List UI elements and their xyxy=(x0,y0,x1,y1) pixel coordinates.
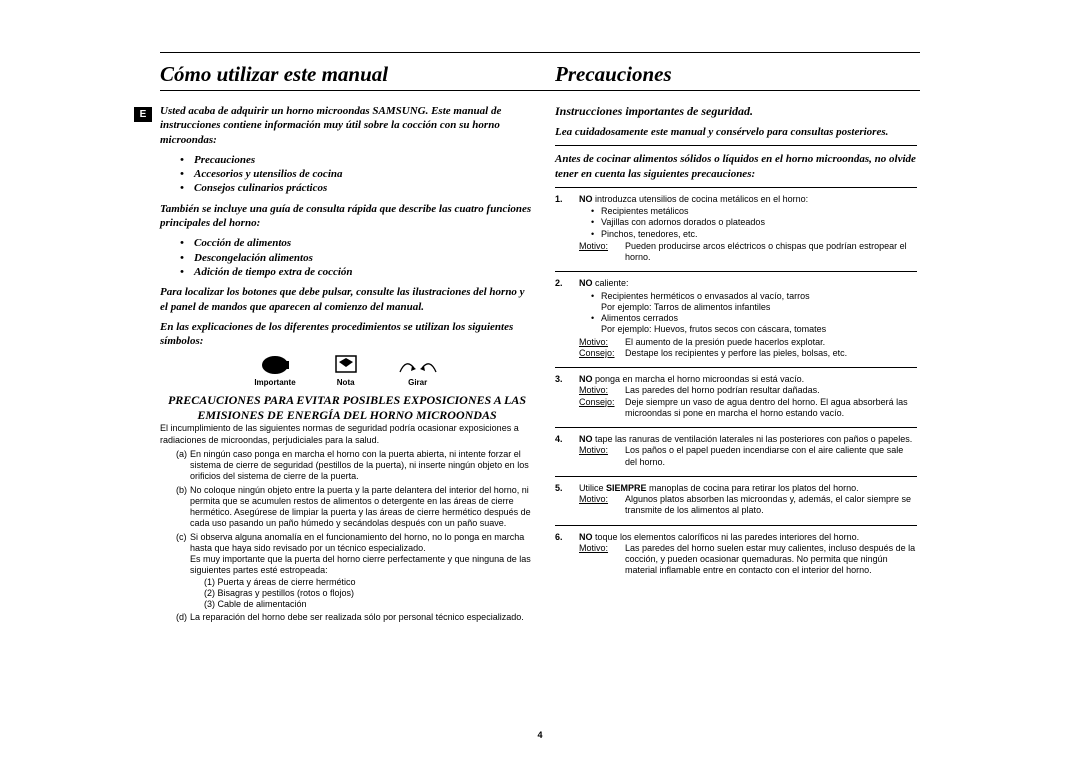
divider xyxy=(555,427,917,428)
divider xyxy=(555,271,917,272)
divider xyxy=(555,476,917,477)
letter-c-extra: Es muy importante que la puerta del horn… xyxy=(190,554,534,577)
divider xyxy=(555,525,917,526)
small-intro: El incumplimiento de las siguientes norm… xyxy=(160,423,534,446)
numbered-precautions: 1.NO introduzca utensilios de cocina met… xyxy=(555,194,917,577)
sub-item: Vajillas con adornos dorados o plateados xyxy=(591,217,917,228)
symbol-important: Importante xyxy=(254,354,295,387)
page-number: 4 xyxy=(0,730,1080,740)
bullet-item: Cocción de alimentos xyxy=(194,236,534,250)
rule-under-headings xyxy=(160,90,920,91)
rule-top xyxy=(160,52,920,53)
precaution-item: 5.Utilice SIEMPRE manoplas de cocina par… xyxy=(555,483,917,517)
caps-warning: PRECAUCIONES PARA EVITAR POSIBLES EXPOSI… xyxy=(160,393,534,423)
bullet-item: Consejos culinarios prácticos xyxy=(194,181,534,195)
symbol-label: Girar xyxy=(408,378,427,387)
precaution-item: 1.NO introduzca utensilios de cocina met… xyxy=(555,194,917,264)
sub-item: Recipientes herméticos o envasados al va… xyxy=(591,291,917,302)
precaution-item: 2.NO caliente:Recipientes herméticos o e… xyxy=(555,278,917,359)
sub-item: Por ejemplo: Huevos, frutos secos con cá… xyxy=(591,324,917,335)
safety-heading: Instrucciones importantes de seguridad. xyxy=(555,104,917,119)
keep-manual: Lea cuidadosamente este manual y consérv… xyxy=(555,125,917,139)
letter-item-a: (a)En ningún caso ponga en marcha el hor… xyxy=(176,449,534,483)
sub-item: Recipientes metálicos xyxy=(591,206,917,217)
right-column: Instrucciones importantes de seguridad. … xyxy=(555,104,917,723)
turn-icon xyxy=(396,354,440,376)
bullet-item: Precauciones xyxy=(194,153,534,167)
precaution-item: 6.NO toque los elementos caloríficos ni … xyxy=(555,532,917,577)
letter-c-sub1: (1) Puerta y áreas de cierre hermético xyxy=(190,577,534,588)
symbols-row: Importante Nota Girar xyxy=(160,354,534,387)
bullet-item: Accesorios y utensilios de cocina xyxy=(194,167,534,181)
manual-page: Cómo utilizar este manual Precauciones E… xyxy=(0,0,1080,763)
hand-icon xyxy=(260,354,290,376)
divider xyxy=(555,145,917,146)
precaution-item: 4.NO tape las ranuras de ventilación lat… xyxy=(555,434,917,468)
left-column: Usted acaba de adquirir un horno microon… xyxy=(160,104,534,723)
symbol-turn: Girar xyxy=(396,354,440,387)
sub-item: Alimentos cerrados xyxy=(591,313,917,324)
divider xyxy=(555,187,917,188)
symbol-label: Nota xyxy=(337,378,355,387)
quick-guide-paragraph: También se incluye una guía de consulta … xyxy=(160,202,534,231)
symbol-label: Importante xyxy=(254,378,295,387)
letter-item-c: (c)Si observa alguna anomalía en el func… xyxy=(176,532,534,611)
sub-item: Pinchos, tenedores, etc. xyxy=(591,229,917,240)
intro-paragraph: Usted acaba de adquirir un horno microon… xyxy=(160,104,534,147)
small-text-block: El incumplimiento de las siguientes norm… xyxy=(160,423,534,623)
bullet-item: Adición de tiempo extra de cocción xyxy=(194,265,534,279)
symbol-note: Nota xyxy=(334,354,358,387)
sub-item: Por ejemplo: Tarros de alimentos infanti… xyxy=(591,302,917,313)
bullet-item: Descongelación alimentos xyxy=(194,251,534,265)
heading-how-to-use: Cómo utilizar este manual xyxy=(160,62,388,87)
letter-item-d: (d)La reparación del horno debe ser real… xyxy=(176,612,534,623)
bullet-list-2: Cocción de alimentos Descongelación alim… xyxy=(160,236,534,279)
bullet-list-1: Precauciones Accesorios y utensilios de … xyxy=(160,153,534,196)
lettered-list: (a)En ningún caso ponga en marcha el hor… xyxy=(160,449,534,624)
symbols-intro: En las explicaciones de los diferentes p… xyxy=(160,320,534,349)
note-icon xyxy=(334,354,358,376)
heading-precautions: Precauciones xyxy=(555,62,672,87)
letter-c-sub3: (3) Cable de alimentación xyxy=(190,599,534,610)
language-badge: E xyxy=(134,107,152,122)
divider xyxy=(555,367,917,368)
precaution-item: 3.NO ponga en marcha el horno microondas… xyxy=(555,374,917,419)
locate-paragraph: Para localizar los botones que debe puls… xyxy=(160,285,534,314)
letter-c-sub2: (2) Bisagras y pestillos (rotos o flojos… xyxy=(190,588,534,599)
letter-item-b: (b)No coloque ningún objeto entre la pue… xyxy=(176,485,534,530)
before-cooking: Antes de cocinar alimentos sólidos o líq… xyxy=(555,152,917,181)
